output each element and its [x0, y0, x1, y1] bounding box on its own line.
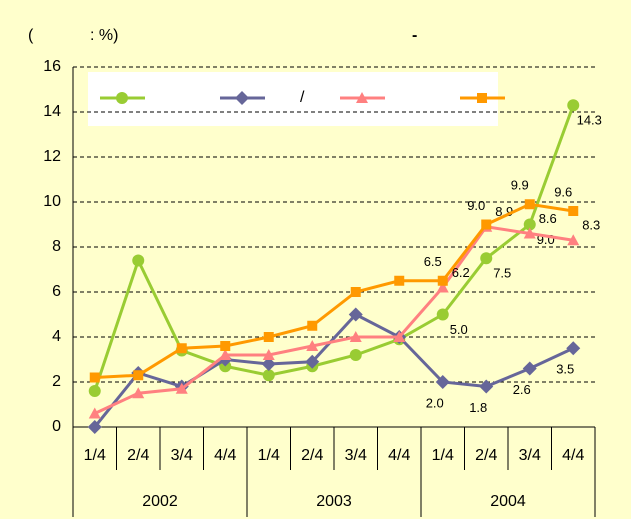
marker [263, 332, 274, 342]
marker [88, 385, 101, 397]
marker [523, 218, 536, 231]
marker [356, 92, 368, 103]
y-tick-label: 0 [52, 418, 61, 435]
marker [305, 354, 320, 369]
x-tick-label: 4/4 [562, 447, 584, 464]
x-tick-label: 2/4 [475, 447, 497, 464]
marker [88, 407, 101, 419]
marker [480, 252, 493, 265]
value-label: 8.3 [582, 218, 600, 233]
marker [133, 370, 144, 381]
value-label: 9.6 [554, 184, 572, 199]
value-label: 3.5 [556, 362, 574, 377]
marker [132, 387, 145, 399]
marker [477, 93, 487, 103]
legend-box [88, 72, 498, 126]
x-tick-label: 3/4 [171, 447, 193, 464]
value-label: 7.5 [493, 266, 511, 281]
value-label: 9.9 [511, 178, 529, 193]
y-tick-label: 6 [52, 283, 61, 300]
year-label: 2004 [490, 493, 526, 510]
marker [132, 254, 145, 267]
year-label: 2002 [142, 493, 178, 510]
marker [262, 349, 275, 360]
marker [436, 281, 449, 293]
series-line [94, 225, 574, 415]
marker [523, 227, 536, 239]
x-tick-label: 4/4 [388, 447, 410, 464]
x-tick-label: 4/4 [214, 447, 236, 464]
marker [307, 320, 318, 331]
series-line [93, 104, 575, 392]
value-label: 6.2 [452, 265, 470, 280]
value-label: 14.3 [577, 113, 602, 128]
x-tick-label: 3/4 [345, 447, 367, 464]
y-tick-label: 8 [52, 238, 61, 255]
marker [348, 307, 363, 322]
value-label: 5.0 [450, 322, 468, 337]
marker [479, 379, 494, 394]
marker [394, 275, 405, 286]
marker [116, 92, 128, 104]
x-tick-label: 1/4 [258, 447, 280, 464]
value-label: 2.6 [513, 382, 531, 397]
x-tick-label: 3/4 [519, 447, 541, 464]
y-tick-label: 2 [52, 373, 61, 390]
marker [524, 199, 535, 210]
marker [175, 382, 188, 394]
marker [176, 343, 187, 354]
unit-open: ( [28, 27, 34, 44]
value-label: 6.5 [424, 254, 442, 269]
marker [566, 341, 581, 356]
y-tick-label: 12 [43, 148, 61, 165]
marker [349, 331, 362, 342]
marker [219, 349, 232, 360]
marker [567, 234, 580, 246]
marker [393, 331, 406, 342]
marker [262, 369, 275, 382]
marker [306, 340, 319, 351]
value-label: 1.8 [469, 400, 487, 415]
y-tick-label: 4 [52, 328, 61, 345]
marker [89, 372, 100, 383]
title-dash: - [412, 27, 417, 44]
marker [349, 349, 362, 361]
value-label: 8.6 [539, 211, 557, 226]
legend-label: / [300, 89, 305, 106]
y-tick-label: 16 [43, 58, 61, 75]
value-label: 9.0 [467, 198, 485, 213]
series-line [94, 202, 574, 379]
marker [350, 287, 361, 297]
marker [436, 308, 449, 321]
marker [568, 206, 579, 216]
marker [567, 99, 580, 112]
value-label: 2.0 [426, 395, 444, 410]
x-tick-label: 1/4 [84, 447, 106, 464]
unit-label: : %) [90, 27, 118, 44]
marker [522, 361, 537, 376]
series-line [93, 312, 574, 428]
y-tick-label: 14 [43, 103, 61, 120]
marker [481, 219, 492, 230]
marker [435, 375, 450, 389]
marker [235, 91, 249, 105]
year-label: 2003 [316, 493, 352, 510]
x-tick-label: 1/4 [432, 447, 454, 464]
x-tick-label: 2/4 [301, 447, 323, 464]
marker [87, 420, 102, 434]
marker [437, 275, 448, 286]
y-tick-label: 10 [43, 193, 61, 210]
marker [220, 341, 231, 351]
x-tick-label: 2/4 [127, 447, 149, 464]
marker [261, 357, 276, 371]
